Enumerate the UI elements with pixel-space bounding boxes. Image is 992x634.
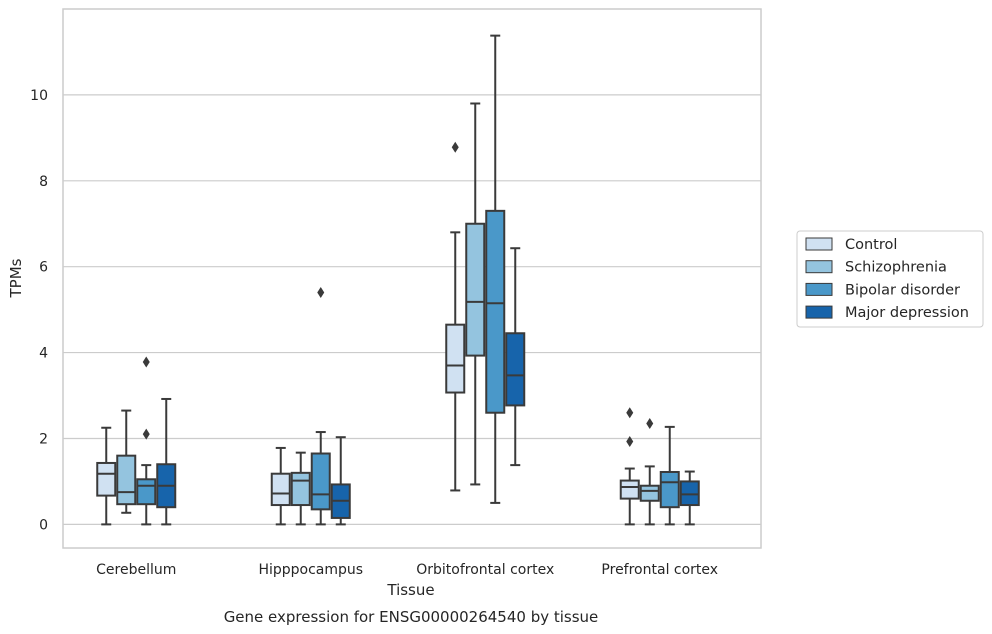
- legend-entry-label: Bipolar disorder: [845, 282, 960, 298]
- box-body: [639, 484, 660, 502]
- box-body: [445, 323, 466, 394]
- x-tick-label: Hipppocampus: [258, 562, 363, 578]
- x-axis-ticks: Cerebellum Hipppocampus Orbitofrontal cort…: [96, 562, 718, 578]
- outlier-point: [142, 428, 150, 440]
- outlier-point: [451, 141, 459, 153]
- legend-frame: [796, 230, 984, 328]
- box-control-prefrontal-cortex: [619, 407, 640, 526]
- y-tick-label: 4: [39, 346, 48, 362]
- box-schizophrenia-orbitofrontal-cortex: [465, 102, 486, 486]
- box-body: [659, 470, 680, 509]
- box-body: [619, 479, 640, 500]
- box-body: [485, 209, 506, 414]
- box-body: [136, 478, 157, 506]
- x-tick-label: Orbitofrontal cortex: [416, 562, 554, 578]
- legend-swatch: [805, 282, 833, 296]
- y-axis-label: TPMs: [7, 258, 25, 298]
- box-body: [505, 332, 526, 407]
- box-major-depression-orbitofrontal-cortex: [505, 247, 526, 467]
- box-body: [465, 222, 486, 357]
- outlier-point: [142, 356, 150, 368]
- legend-entry-label: Control: [845, 237, 897, 253]
- box-control-cerebellum: [96, 426, 117, 526]
- x-tick-label: Prefrontal cortex: [601, 562, 718, 578]
- legend: Control Schizophrenia Bipolar disorder Majo…: [796, 230, 984, 328]
- box-control-orbitofrontal-cortex: [445, 141, 466, 492]
- legend-swatch: [805, 260, 833, 274]
- y-tick-label: 8: [39, 174, 48, 190]
- y-tick-label: 6: [39, 260, 48, 276]
- box-control-hipppocampus: [270, 446, 291, 526]
- box-schizophrenia-cerebellum: [116, 409, 137, 514]
- box-major-depression-hipppocampus: [330, 436, 351, 526]
- y-tick-label: 0: [39, 517, 48, 533]
- y-tick-label: 2: [39, 431, 48, 447]
- box-schizophrenia-prefrontal-cortex: [639, 417, 660, 526]
- legend-swatch: [805, 237, 833, 251]
- box-bipolar-disorder-orbitofrontal-cortex: [485, 34, 506, 504]
- legend-swatch: [805, 305, 833, 319]
- y-tick-label: 10: [30, 88, 48, 104]
- figure-caption: Gene expression for ENSG00000264540 by t…: [224, 608, 599, 626]
- legend-entry-label: Major depression: [845, 305, 969, 321]
- box-bipolar-disorder-cerebellum: [136, 356, 157, 526]
- box-schizophrenia-hipppocampus: [290, 451, 311, 526]
- plot-area-frame: [62, 8, 762, 549]
- grid-lines: [63, 94, 761, 525]
- box-body: [116, 454, 137, 506]
- outlier-point: [626, 407, 634, 419]
- box-plot-marks: [96, 34, 700, 526]
- outlier-point: [646, 417, 654, 429]
- x-axis-label: Tissue: [386, 581, 434, 599]
- x-tick-label: Cerebellum: [96, 562, 176, 578]
- box-body: [290, 471, 311, 507]
- y-axis-ticks: 0 2 4 6 8 10: [30, 88, 48, 533]
- outlier-point: [317, 286, 325, 298]
- box-body: [96, 461, 117, 497]
- box-bipolar-disorder-hipppocampus: [310, 286, 331, 526]
- box-body: [679, 480, 700, 507]
- outlier-point: [626, 435, 634, 447]
- legend-entry-label: Schizophrenia: [845, 260, 947, 276]
- box-body: [310, 452, 331, 511]
- box-body: [270, 472, 291, 507]
- box-major-depression-cerebellum: [156, 397, 177, 526]
- box-major-depression-prefrontal-cortex: [679, 470, 700, 526]
- box-bipolar-disorder-prefrontal-cortex: [659, 425, 680, 526]
